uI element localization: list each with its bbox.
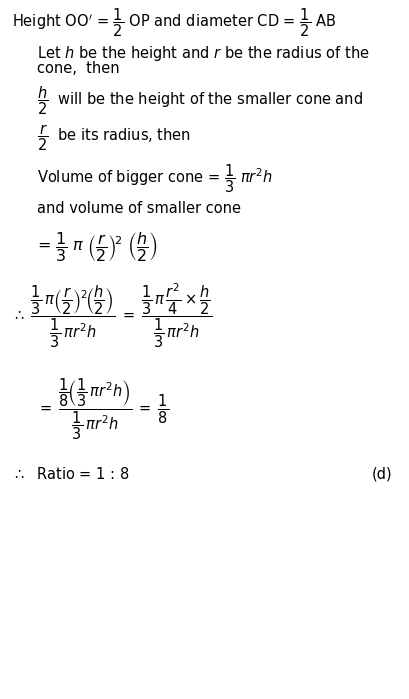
Text: $=\;\dfrac{\dfrac{1}{8}\!\left(\dfrac{1}{3}\,\pi r^{2}h\right)}{\dfrac{1}{3}\,\p: $=\;\dfrac{\dfrac{1}{8}\!\left(\dfrac{1}… xyxy=(37,376,169,442)
Text: (d): (d) xyxy=(372,466,393,482)
Text: and volume of smaller cone: and volume of smaller cone xyxy=(37,201,241,216)
Text: Volume of bigger cone = $\dfrac{1}{3}$ $\pi r^{2}h$: Volume of bigger cone = $\dfrac{1}{3}$ $… xyxy=(37,162,273,194)
Text: $\dfrac{h}{2}$  will be the height of the smaller cone and: $\dfrac{h}{2}$ will be the height of the… xyxy=(37,85,363,117)
Text: $\therefore\;\dfrac{\dfrac{1}{3}\,\pi\left(\dfrac{r}{2}\right)^{2}\!\left(\dfrac: $\therefore\;\dfrac{\dfrac{1}{3}\,\pi\le… xyxy=(12,282,213,350)
Text: cone,  then: cone, then xyxy=(37,61,119,76)
Text: Height OO$'$ = $\dfrac{1}{2}$ OP and diameter CD = $\dfrac{1}{2}$ AB: Height OO$'$ = $\dfrac{1}{2}$ OP and dia… xyxy=(12,6,337,38)
Text: = $\dfrac{1}{3}$ $\pi$ $\left(\dfrac{r}{2}\right)^{\!2}$ $\left(\dfrac{h}{2}\rig: = $\dfrac{1}{3}$ $\pi$ $\left(\dfrac{r}{… xyxy=(37,229,157,263)
Text: Let $h$ be the height and $r$ be the radius of the: Let $h$ be the height and $r$ be the rad… xyxy=(37,43,369,63)
Text: $\dfrac{r}{2}$  be its radius, then: $\dfrac{r}{2}$ be its radius, then xyxy=(37,122,191,153)
Text: $\therefore$  Ratio = 1 : 8: $\therefore$ Ratio = 1 : 8 xyxy=(12,466,130,482)
